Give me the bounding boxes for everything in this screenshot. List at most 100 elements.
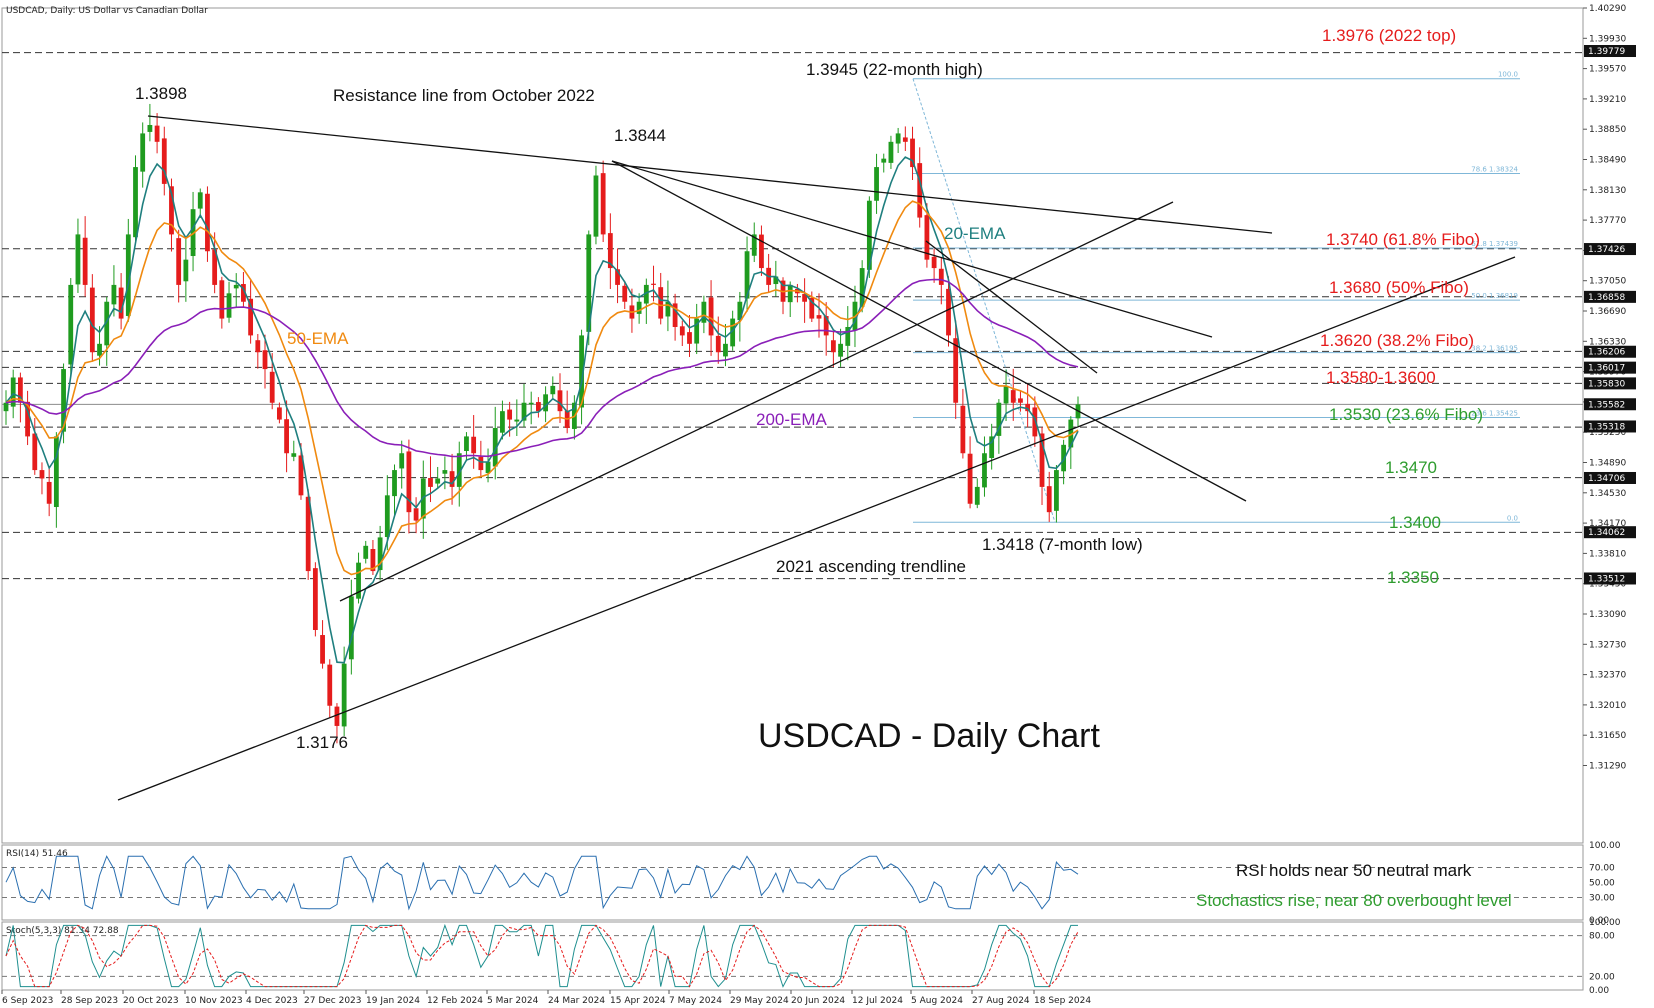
candle-body — [924, 215, 930, 260]
stoch-tick-label: 0.00 — [1589, 986, 1609, 996]
candle-body — [737, 301, 743, 321]
x-tick-label: 7 May 2024 — [669, 996, 722, 1006]
candle-body — [715, 335, 721, 353]
candle-body — [428, 478, 433, 487]
fibo-level-label: 78.6 1.38324 — [1471, 165, 1518, 173]
candle-body — [456, 453, 462, 487]
stoch-tick-label: 80.00 — [1589, 932, 1615, 942]
y-tick-label: 1.37050 — [1589, 277, 1626, 287]
fibo-level-label: 100.0 — [1498, 71, 1518, 79]
candle-body — [672, 303, 678, 327]
candle-body — [284, 419, 289, 454]
price-tag-box — [1584, 361, 1636, 374]
price-tag-label: 1.34062 — [1588, 528, 1625, 538]
y-tick-label: 1.34530 — [1589, 489, 1626, 499]
candle-body — [82, 237, 88, 285]
price-tag-label: 1.35318 — [1588, 422, 1625, 432]
y-tick-label: 1.34170 — [1589, 519, 1626, 529]
candle-body — [442, 470, 448, 474]
candle-body — [586, 234, 592, 332]
candle-body — [147, 124, 153, 132]
annotation-ema200: 200-EMA — [756, 410, 828, 429]
annotations: 1.3898 Resistance line from October 2022 1… — [135, 60, 1143, 752]
candle-body — [989, 436, 995, 458]
x-tick-label: 12 Feb 2024 — [427, 996, 483, 1006]
candle-body — [384, 495, 390, 538]
candle-body — [161, 138, 167, 184]
ema200-line — [5, 278, 1079, 458]
level-label: 1.3350 — [1387, 568, 1439, 587]
candle-body — [708, 297, 714, 336]
price-tags: 1.39779 1.37426 1.36858 1.36206 1.36017 1.358… — [1584, 45, 1636, 585]
rsi-header: RSI(14) 51.46 — [6, 849, 68, 859]
x-tick-label: 6 Sep 2023 — [2, 996, 53, 1006]
x-tick-label: 27 Aug 2024 — [972, 996, 1030, 1006]
candle-body — [377, 537, 383, 571]
level-label: 1.3580-1.3600 — [1326, 368, 1436, 387]
candle-body — [399, 453, 405, 469]
y-tick-label: 1.34890 — [1589, 459, 1626, 469]
rsi-tick-label: 0.00 — [1589, 916, 1609, 926]
candle-body — [881, 158, 887, 163]
candle-body — [845, 326, 851, 346]
candle-body — [895, 133, 901, 144]
x-tick-label: 18 Sep 2024 — [1034, 996, 1091, 1006]
level-labels: 1.3976 (2022 top) 1.3740 (61.8% Fibo) 1.36… — [1320, 26, 1483, 587]
candle-body — [241, 284, 246, 302]
candle-body — [982, 453, 987, 488]
trendline — [147, 115, 1273, 234]
y-tick-label: 1.37770 — [1589, 216, 1626, 226]
stoch-tick-label: 100.00 — [1589, 918, 1621, 928]
candle-body — [607, 233, 613, 269]
price-tag-box — [1584, 290, 1636, 303]
candle-body — [967, 453, 973, 504]
candle-body — [665, 301, 671, 317]
candle-body — [874, 167, 879, 201]
stoch-tick-label: 20.00 — [1589, 972, 1615, 982]
candle-body — [830, 340, 836, 353]
candle-body — [348, 596, 354, 660]
price-tag-box — [1584, 471, 1636, 484]
y-tick-label: 1.38850 — [1589, 125, 1626, 135]
candle-body — [658, 287, 664, 319]
candle-body — [356, 562, 361, 599]
candle-body — [190, 209, 196, 257]
price-tag-label: 1.33512 — [1588, 574, 1625, 584]
annotation-a1176: 1.3176 — [296, 733, 348, 752]
annotation-resistance: Resistance line from October 2022 — [333, 86, 595, 105]
x-tick-label: 12 Jul 2024 — [852, 996, 903, 1006]
annotation-a1844: 1.3844 — [614, 126, 666, 145]
chart-title: USDCAD - Daily Chart — [758, 717, 1100, 755]
y-tick-label: 1.33090 — [1589, 610, 1626, 620]
level-label: 1.3620 (38.2% Fibo) — [1320, 331, 1474, 350]
candle-body — [543, 394, 548, 412]
candle-body — [68, 284, 74, 365]
y-tick-label: 1.33810 — [1589, 549, 1626, 559]
ema50-line — [5, 200, 1079, 576]
y-tick-label: 1.36690 — [1589, 307, 1626, 317]
candle-body — [32, 433, 38, 471]
candle-body — [514, 419, 520, 422]
candle-body — [823, 316, 829, 336]
candle-body — [615, 269, 620, 285]
candle-body — [262, 350, 268, 370]
candle-body — [759, 234, 764, 269]
annotation-trend2021: 2021 ascending trendline — [776, 557, 966, 576]
price-tag-label: 1.36206 — [1588, 348, 1625, 358]
candle-body — [312, 568, 318, 630]
candle-body — [413, 508, 419, 521]
price-tag-label: 1.39779 — [1588, 47, 1625, 57]
x-tick-label: 24 Mar 2024 — [548, 996, 605, 1006]
x-tick-label: 20 Oct 2023 — [123, 996, 179, 1006]
y-tick-label: 1.31290 — [1589, 762, 1626, 772]
candle-body — [917, 163, 923, 218]
candle-body — [960, 405, 966, 454]
stoch-k-line — [5, 923, 1078, 988]
candle-body — [255, 340, 261, 353]
x-tick-label: 29 May 2024 — [730, 996, 789, 1006]
trendline — [611, 160, 1213, 338]
candle-body — [888, 141, 894, 163]
candle-body — [435, 478, 441, 484]
candle-body — [1010, 390, 1016, 403]
candle-body — [1025, 403, 1031, 412]
